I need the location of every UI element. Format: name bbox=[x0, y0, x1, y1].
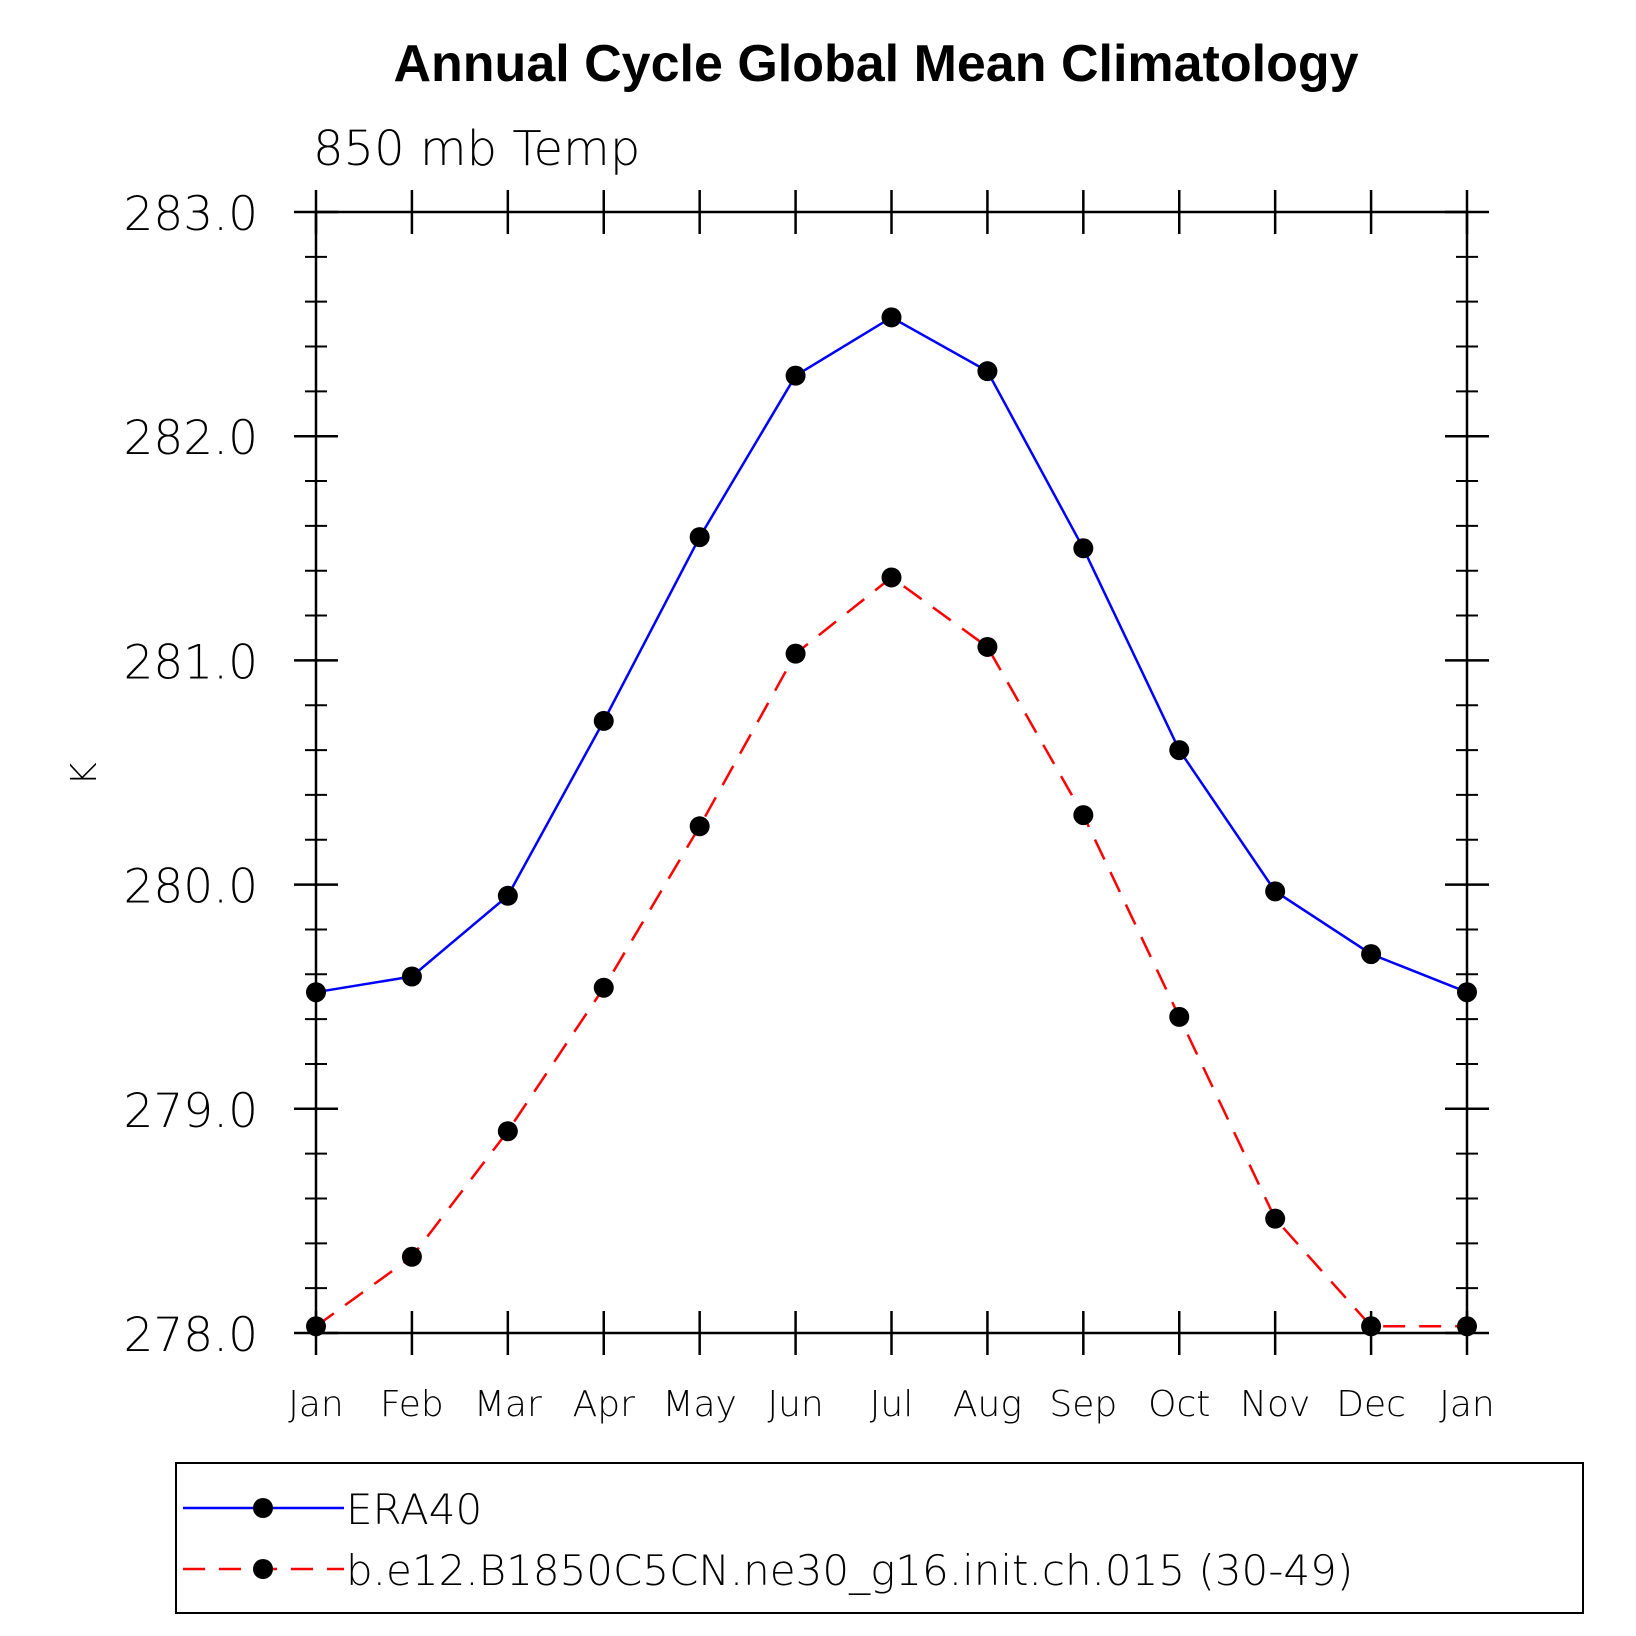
legend-label-1: ERA40 bbox=[346, 1485, 482, 1534]
x-tick-label: Jul bbox=[870, 1384, 913, 1425]
series-line-1 bbox=[315, 315, 1468, 994]
chart-subtitle: 850 mb Temp bbox=[313, 121, 640, 177]
plot-area: Jan Feb Mar Apr May Jun Jul Aug Sep Oct Nov Dec Jan 2… bbox=[123, 187, 1494, 1425]
data-point-series-2 bbox=[785, 643, 806, 664]
data-point-series-2 bbox=[881, 567, 902, 588]
y-tick-label: 281.0 bbox=[123, 635, 258, 690]
data-point-series-1 bbox=[977, 361, 998, 382]
data-point-series-1 bbox=[1169, 740, 1190, 761]
y-tick-label: 279.0 bbox=[123, 1084, 258, 1139]
x-tick-label: Jan bbox=[1439, 1384, 1495, 1425]
y-tick-label: 282.0 bbox=[123, 411, 258, 466]
x-tick-label: Feb bbox=[380, 1384, 444, 1425]
data-point-series-2 bbox=[306, 1316, 326, 1337]
chart-title: Annual Cycle Global Mean Climatology bbox=[393, 35, 1358, 93]
data-point-series-1 bbox=[1361, 944, 1382, 965]
data-point-series-2 bbox=[977, 636, 998, 657]
data-point-series-2 bbox=[1457, 1316, 1477, 1337]
data-point-series-2 bbox=[593, 977, 614, 998]
plot-frame bbox=[314, 210, 1469, 1335]
x-tick-label: Sep bbox=[1049, 1384, 1117, 1425]
data-point-series-2 bbox=[689, 816, 710, 837]
data-point-series-1 bbox=[689, 527, 710, 548]
data-point-series-2 bbox=[1073, 805, 1094, 826]
x-tick-label: Apr bbox=[573, 1384, 635, 1425]
x-tick-label: May bbox=[662, 1384, 736, 1425]
x-tick-label: Nov bbox=[1240, 1384, 1310, 1425]
x-tick-label: Jan bbox=[288, 1384, 344, 1425]
data-point-series-2 bbox=[1265, 1208, 1286, 1229]
y-tick-label: 280.0 bbox=[123, 860, 258, 915]
data-point-series-1 bbox=[881, 307, 902, 328]
x-tick-label: Jun bbox=[767, 1384, 823, 1425]
legend-box bbox=[175, 1462, 1584, 1614]
data-point-series-1 bbox=[785, 365, 806, 386]
x-tick-label: Aug bbox=[953, 1384, 1022, 1425]
data-point-series-1 bbox=[401, 966, 422, 987]
legend-marker-1 bbox=[253, 1498, 273, 1518]
data-point-series-1 bbox=[306, 982, 326, 1003]
legend: ERA40 b.e12.B1850C5CN.ne30_g16.init.ch.01… bbox=[175, 1462, 1584, 1614]
data-point-series-1 bbox=[593, 710, 614, 731]
y-axis-label: K bbox=[64, 762, 105, 786]
data-point-series-1 bbox=[1265, 881, 1286, 902]
x-tick-label: Oct bbox=[1148, 1384, 1210, 1425]
data-point-series-1 bbox=[1073, 538, 1094, 559]
legend-label-2: b.e12.B1850C5CN.ne30_g16.init.ch.015 (30… bbox=[346, 1546, 1353, 1595]
x-tick-label: Mar bbox=[474, 1384, 542, 1425]
series-line-2 bbox=[315, 575, 1467, 1328]
x-tick-label: Dec bbox=[1336, 1384, 1406, 1425]
data-point-series-1 bbox=[1457, 982, 1477, 1003]
y-tick-label: 283.0 bbox=[123, 187, 258, 242]
y-tick-label: 278.0 bbox=[123, 1308, 258, 1363]
data-point-series-1 bbox=[497, 885, 518, 906]
data-point-series-2 bbox=[1361, 1316, 1382, 1337]
legend-marker-2 bbox=[253, 1559, 273, 1579]
data-point-series-2 bbox=[497, 1121, 518, 1142]
data-point-series-2 bbox=[401, 1246, 422, 1267]
data-point-series-2 bbox=[1169, 1006, 1190, 1027]
